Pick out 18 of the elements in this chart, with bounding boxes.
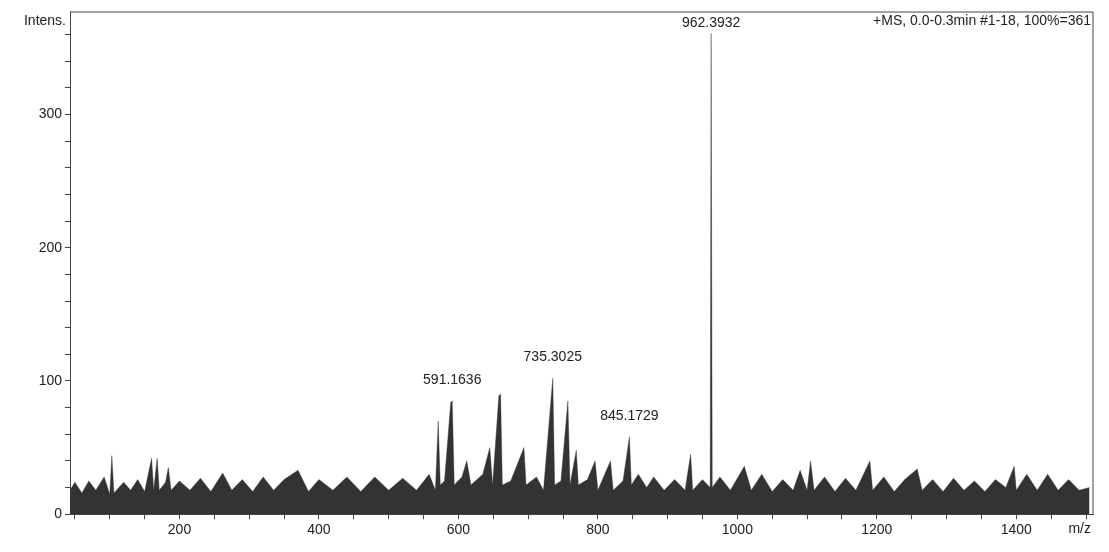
y-tick-label: 100: [38, 371, 63, 388]
y-axis-title: Intens.: [23, 11, 66, 28]
annotation: 735.3025: [523, 348, 583, 365]
x-tick-label: 400: [307, 521, 331, 538]
x-tick-label: 1200: [861, 521, 893, 538]
x-tick-label: 200: [167, 521, 192, 538]
annotation: 591.1636: [423, 370, 482, 387]
x-tick-label: 600: [446, 521, 471, 538]
annotation: 845.1729: [600, 406, 659, 423]
x-tick-label: 1000: [721, 521, 754, 538]
y-tick-label: 0: [54, 505, 63, 522]
annotation: 962.3932: [681, 13, 741, 30]
y-tick-label: 300: [38, 105, 63, 122]
y-tick-label: 200: [38, 238, 63, 255]
x-tick-label: 800: [586, 521, 610, 538]
x-axis-title: m/z: [1068, 520, 1091, 537]
chart-title: +MS, 0.0-0.3min #1-18, 100%=361: [873, 11, 1092, 28]
x-tick-label: 1400: [1000, 521, 1033, 538]
